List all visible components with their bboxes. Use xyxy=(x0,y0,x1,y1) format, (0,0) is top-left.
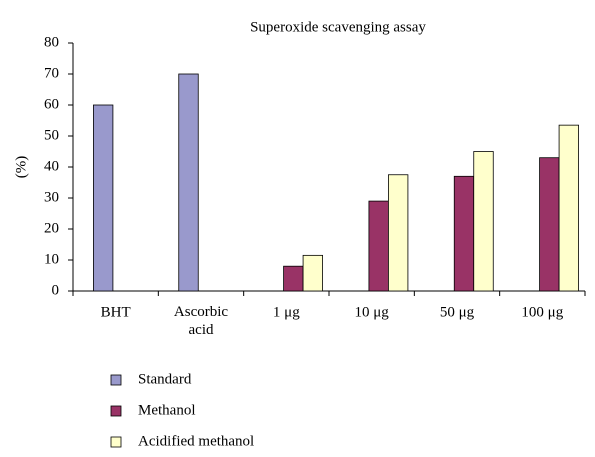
y-tick-label: 70 xyxy=(44,65,59,81)
x-tick-label: 1 μg xyxy=(273,304,300,320)
x-tick-label: BHT xyxy=(101,304,131,320)
y-tick-label: 0 xyxy=(52,282,60,298)
legend-swatch xyxy=(110,374,122,386)
y-tick-label: 30 xyxy=(44,189,59,205)
legend-swatch xyxy=(110,405,122,417)
x-tick-label: 50 μg xyxy=(440,304,475,320)
y-tick-label: 60 xyxy=(44,96,59,112)
bar xyxy=(178,73,199,292)
bar xyxy=(368,200,389,292)
bar xyxy=(453,175,475,292)
bar xyxy=(388,174,409,292)
y-tick-label: 10 xyxy=(44,251,59,267)
bar xyxy=(539,157,560,292)
bar xyxy=(558,124,579,292)
chart-title: Superoxide scavenging assay xyxy=(250,19,426,35)
y-tick-label: 20 xyxy=(44,220,59,236)
bar xyxy=(93,104,114,292)
legend-swatch xyxy=(110,436,122,448)
y-tick-label: 50 xyxy=(44,127,59,143)
legend-label: Acidified methanol xyxy=(138,433,254,449)
x-tick-label: Ascorbic acid xyxy=(174,304,228,338)
bar xyxy=(302,254,323,292)
y-tick-label: 80 xyxy=(44,34,59,50)
x-tick-label: 10 μg xyxy=(355,304,390,320)
bar xyxy=(283,265,304,292)
y-axis-label: (%) xyxy=(13,156,29,179)
legend-label: Standard xyxy=(138,371,192,387)
x-tick-label: 100 μg xyxy=(521,304,563,320)
y-tick-label: 40 xyxy=(44,158,59,174)
legend-label: Methanol xyxy=(138,402,196,418)
bar xyxy=(473,151,494,292)
